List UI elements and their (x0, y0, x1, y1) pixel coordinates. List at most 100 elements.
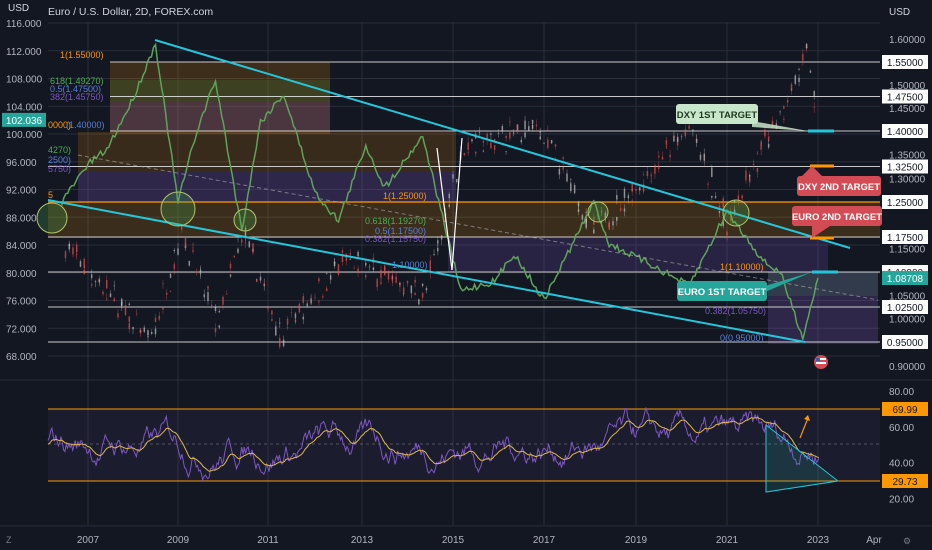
dxy-candle (117, 313, 119, 318)
fib-label: 382(1.45750) (50, 92, 104, 102)
fib-label: 0.382(1.15750) (365, 234, 426, 244)
dxy-candle (391, 275, 394, 281)
dxy-candle (627, 195, 630, 199)
rsi-pane (0, 379, 932, 493)
dxy-candle (376, 279, 378, 288)
dxy-candle (357, 255, 359, 256)
dxy-candle (162, 283, 164, 285)
trendline-upper[interactable] (154, 39, 851, 249)
dxy-candle (669, 154, 671, 158)
dxy-candle (248, 241, 251, 248)
dxy-candle (733, 200, 736, 203)
fib-label: (1.40000) (66, 120, 105, 130)
left-axis: 116.000 112.000 108.000 104.000 100.000 96.00… (2, 19, 46, 363)
dxy-candle (539, 136, 542, 140)
dxy-candle (684, 129, 687, 137)
fib-label: 0000) (48, 120, 71, 130)
circle-marker (722, 199, 750, 227)
dxy-candle (570, 178, 572, 180)
dxy-1st-target-box[interactable] (676, 104, 758, 124)
right-axis-tick: 1.05000 (889, 291, 926, 302)
dxy-candle (207, 286, 209, 289)
rsi-signal-line (47, 417, 819, 472)
dxy-candle (779, 111, 781, 113)
right-axis-tick: 1.45000 (889, 104, 926, 115)
dxy-candle (165, 292, 168, 295)
dxy-candle (642, 174, 645, 176)
dxy-candle (290, 312, 293, 313)
dxy-candle (199, 273, 202, 274)
dxy-candle (596, 214, 599, 217)
euro-2nd-target-label: EURO 2ND TARGET (792, 212, 882, 223)
dxy-candle (173, 249, 176, 252)
right-axis-tick: 1.15000 (889, 245, 926, 256)
rsi-axis-tick: 40.00 (889, 459, 914, 470)
dxy-candle (437, 247, 439, 252)
dxy-candle (570, 183, 572, 192)
dxy-candle (294, 319, 297, 322)
zoom-icon[interactable]: Z (6, 535, 12, 545)
left-axis-tick: 112.000 (6, 47, 42, 58)
fib-label: 2500) (48, 155, 71, 165)
fib-label: 1(1.10000) (720, 262, 764, 272)
dxy-candle (616, 217, 618, 221)
dxy-candle (543, 143, 545, 144)
dxy-candle (809, 70, 812, 73)
dxy-candle (214, 328, 217, 333)
dxy-candle (349, 259, 352, 260)
dxy-candle (547, 129, 549, 131)
dxy-candles (64, 42, 816, 350)
settings-icon[interactable]: ⚙ (903, 536, 911, 546)
dxy-candle (771, 120, 774, 128)
dxy-candle (585, 219, 587, 228)
fib-label: 1.10000) (392, 260, 428, 270)
x-axis-tick: 2021 (716, 535, 739, 546)
dxy-candle (547, 139, 549, 148)
dxy-candle (562, 157, 564, 159)
dxy-candle (353, 267, 355, 269)
dxy-2nd-target-label: DXY 2ND TARGET (798, 182, 880, 193)
circle-marker (233, 208, 257, 232)
dxy-candle (467, 142, 469, 150)
dxy-candle (395, 276, 397, 283)
dxy-candle (676, 138, 679, 146)
right-level-tag-text: 1.02500 (887, 303, 924, 314)
dxy-candle (275, 326, 277, 336)
dxy-candle (783, 106, 785, 109)
arrow-down (436, 147, 453, 271)
dxy-candle (267, 308, 269, 310)
right-level-tag (882, 300, 928, 314)
dxy-candle (600, 211, 603, 213)
euro-1st-target-box[interactable] (677, 281, 767, 301)
right-unit-label: USD (889, 7, 910, 18)
dxy-candle (83, 271, 86, 274)
dxy-candle (278, 322, 281, 324)
dxy-candle (207, 292, 209, 302)
left-axis-tick: 100.000 (6, 130, 43, 141)
euro-2nd-target-box[interactable] (792, 206, 882, 226)
dxy-candle (493, 139, 496, 141)
fib-label: 0.382(1.05750) (705, 306, 766, 316)
dxy-candle (421, 293, 424, 298)
rsi-level-tag (882, 402, 928, 416)
dxy-candle (524, 132, 526, 138)
dxy-candle (703, 153, 706, 161)
dxy-candle (173, 264, 176, 270)
dxy-candle (180, 225, 183, 230)
dxy-candle (714, 196, 717, 198)
dxy-candle (478, 132, 481, 133)
dxy-2nd-target-box[interactable] (797, 176, 881, 196)
trendline-lower[interactable] (47, 199, 806, 343)
us-flag-icon[interactable] (814, 355, 828, 369)
dxy-candle (113, 298, 116, 302)
dxy-candle (764, 129, 766, 137)
fib-label: 0.5(1.47500) (50, 84, 101, 94)
rsi-axis-tick: 20.00 (889, 494, 914, 505)
dxy-candle (600, 221, 603, 224)
dxy-candle (619, 208, 622, 211)
dxy-candle (608, 223, 610, 230)
dxy-candle (329, 275, 332, 280)
dxy-candle (414, 280, 416, 283)
right-axis-tick: 1.30000 (889, 174, 926, 185)
dxy-candle (150, 331, 153, 334)
